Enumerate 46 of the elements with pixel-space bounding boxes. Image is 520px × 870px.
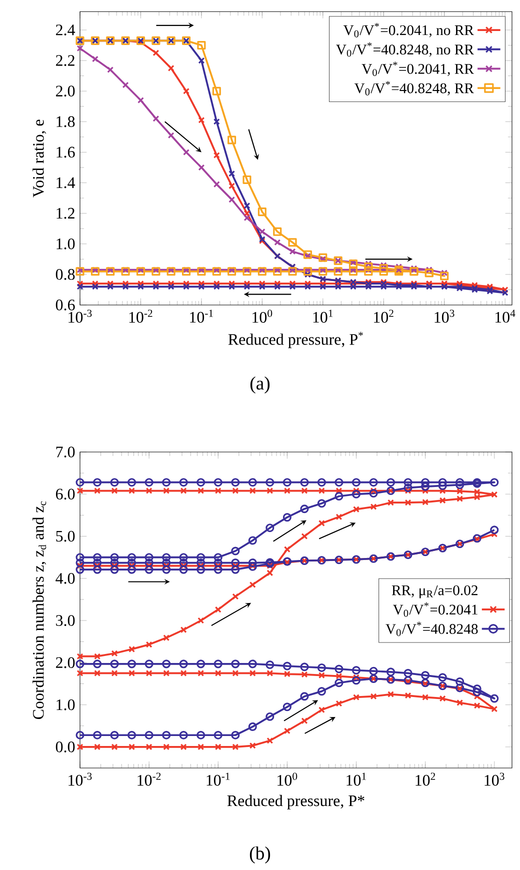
y-tick-label: 0.0 <box>56 741 75 752</box>
y-tick-label: 1.2 <box>56 208 74 219</box>
x-axis-title: Reduced pressure, P* <box>227 794 364 810</box>
text: (b) <box>250 846 270 864</box>
x-tick-label: 10$^{-2}$ <box>129 310 152 323</box>
legend-title: RR, μ$_{R}$/a=0.02 <box>392 585 478 598</box>
y-tick-label: 1.6 <box>56 146 75 158</box>
y-tick-label: 4.0 <box>56 572 75 584</box>
x-tick-label: 10$^{-2}$ <box>138 772 161 786</box>
x-tick-label: 10$^{0}$ <box>278 772 298 786</box>
y-tick-label: 0.6 <box>56 300 75 310</box>
y-tick-label: 2.0 <box>56 86 75 97</box>
legend-label: V$_{0}$/V$^{*}$=40.8248 <box>386 622 478 636</box>
legend-label: V$_{0}$/V$^{*}$=0.2041, no RR <box>343 23 474 38</box>
x-tick-label: 10$^{4}$ <box>495 310 516 323</box>
y-tick-label: 7.0 <box>56 446 75 458</box>
x-tick-label: 10$^{1}$ <box>313 310 333 323</box>
x-tick-label: 10$^{-3}$ <box>68 772 92 786</box>
x-tick-label: 10$^{0}$ <box>252 310 272 323</box>
y-axis-title: Coordination numbers z, z$_{d}$ and z$_{c}$ <box>32 501 46 720</box>
x-tick-label: 10$^{1}$ <box>346 772 366 786</box>
legend-label: V$_{0}$/V$^{*}$=40.8248, RR <box>354 81 474 96</box>
y-axis-title: Void ratio, e <box>32 120 46 198</box>
y-tick-label: 2.4 <box>56 24 76 36</box>
y-tick-label: 1.0 <box>56 699 75 710</box>
y-tick-label: 3.0 <box>56 615 75 626</box>
y-tick-label: 1.8 <box>56 116 75 128</box>
x-tick-label: 10$^{3}$ <box>484 772 504 786</box>
x-tick-label: 10$^{-3}$ <box>68 310 92 323</box>
text: (a) <box>250 376 270 394</box>
y-tick-label: 2.0 <box>56 657 75 668</box>
y-tick-label: 1.0 <box>56 238 75 250</box>
y-tick-label: 6.0 <box>56 488 75 500</box>
x-tick-label: 10$^{2}$ <box>416 772 436 786</box>
y-tick-label: 5.0 <box>56 530 75 542</box>
x-tick-label: 10$^{-1}$ <box>190 310 213 323</box>
x-tick-label: 10$^{2}$ <box>374 310 394 323</box>
x-axis-title: Reduced pressure, P$^{*}$ <box>228 332 363 348</box>
legend-label: V$_{0}$/V$^{*}$=40.8248, no RR <box>336 42 474 57</box>
y-tick-label: 0.8 <box>56 269 75 280</box>
y-tick-label: 2.2 <box>56 55 74 66</box>
x-tick-label: 10$^{-1}$ <box>206 772 230 786</box>
x-tick-label: 10$^{3}$ <box>434 310 454 323</box>
y-tick-label: 1.4 <box>56 177 76 188</box>
legend-label: V$_{0}$/V$^{*}$=0.2041 <box>392 602 478 617</box>
legend-label: V$_{0}$/V$^{*}$=0.2041, RR <box>362 62 474 76</box>
